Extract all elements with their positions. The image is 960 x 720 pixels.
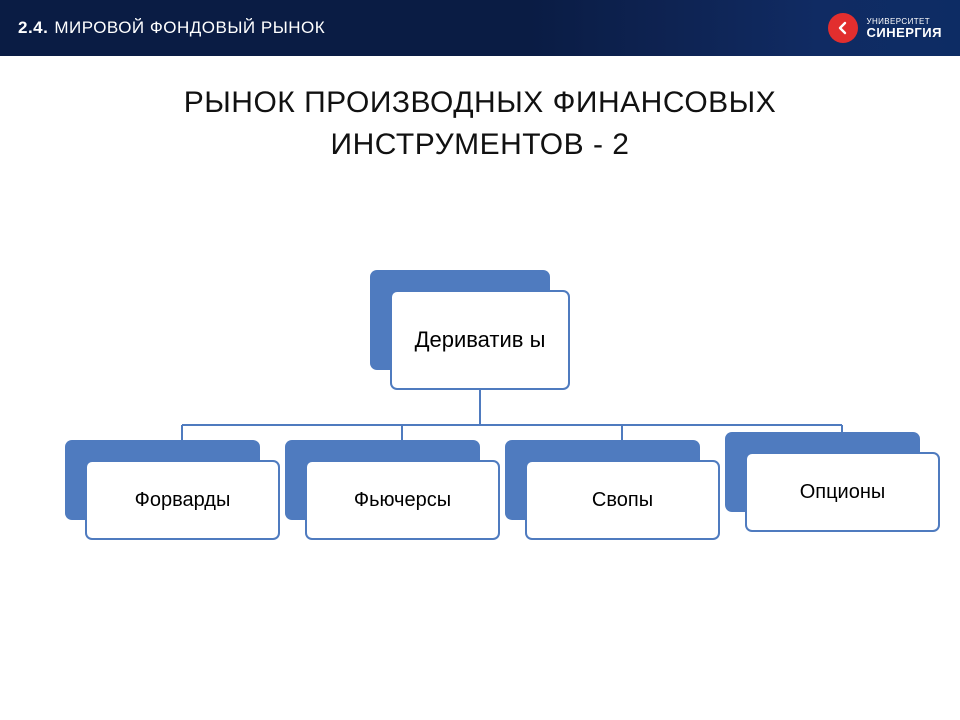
logo-line2: СИНЕРГИЯ bbox=[866, 26, 942, 39]
section-title: МИРОВОЙ ФОНДОВЫЙ РЫНОК bbox=[54, 18, 325, 38]
section-number: 2.4. bbox=[18, 18, 48, 38]
child-node-2: Свопы bbox=[525, 460, 720, 540]
child-node-back-3 bbox=[725, 432, 920, 512]
brand-logo: УНИВЕРСИТЕТ СИНЕРГИЯ bbox=[828, 13, 942, 43]
child-node-back-2 bbox=[505, 440, 700, 520]
child-node-0: Форварды bbox=[85, 460, 280, 540]
child-node-back-1 bbox=[285, 440, 480, 520]
root-node-back bbox=[370, 270, 550, 370]
root-node: Дериватив ы bbox=[390, 290, 570, 390]
child-node-1: Фьючерсы bbox=[305, 460, 500, 540]
child-node-3: Опционы bbox=[745, 452, 940, 532]
page-title: РЫНОК ПРОИЗВОДНЫХ ФИНАНСОВЫХ ИНСТРУМЕНТО… bbox=[0, 82, 960, 166]
child-node-back-0 bbox=[65, 440, 260, 520]
breadcrumb: 2.4. МИРОВОЙ ФОНДОВЫЙ РЫНОК bbox=[18, 18, 325, 38]
chevron-left-icon bbox=[835, 20, 851, 36]
logo-text: УНИВЕРСИТЕТ СИНЕРГИЯ bbox=[866, 18, 942, 39]
title-line1: РЫНОК ПРОИЗВОДНЫХ ФИНАНСОВЫХ bbox=[0, 82, 960, 124]
title-line2: ИНСТРУМЕНТОВ - 2 bbox=[0, 124, 960, 166]
header-bar: 2.4. МИРОВОЙ ФОНДОВЫЙ РЫНОК УНИВЕРСИТЕТ … bbox=[0, 0, 960, 56]
logo-badge-icon bbox=[828, 13, 858, 43]
